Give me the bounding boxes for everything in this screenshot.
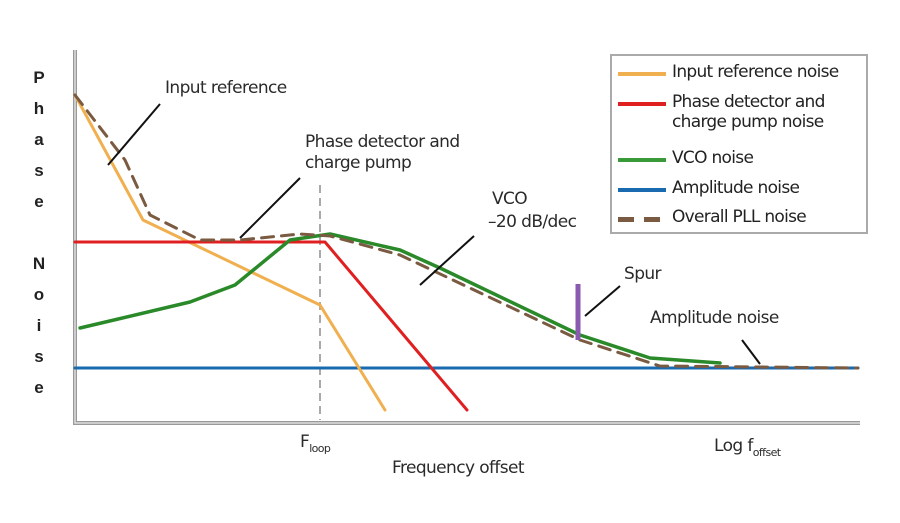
y-axis-letter: P [33, 68, 45, 87]
legend-swatch [618, 158, 666, 162]
annotation-input-reference: Input reference [165, 78, 287, 98]
y-axis-letter: a [34, 130, 44, 149]
legend-item-overall: Overall PLL noise [618, 207, 807, 227]
leader-vco [419, 235, 475, 286]
y-axis-letter: s [34, 347, 44, 366]
legend-label: Phase detector and charge pump noise [672, 92, 825, 132]
y-axis-letter: i [36, 316, 42, 335]
leader-spur [584, 285, 621, 317]
y-axis-letter: s [34, 161, 44, 180]
annotation-vco-line2: –20 dB/dec [488, 212, 577, 232]
legend-item-phase-detector: Phase detector and charge pump noise [618, 92, 825, 132]
annotation-vco-line1: VCO [492, 189, 528, 209]
x-axis-label: Frequency offset [392, 458, 525, 478]
legend-item-amplitude: Amplitude noise [618, 178, 800, 198]
y-axis-letter: e [34, 378, 44, 397]
legend-label: VCO noise [672, 148, 754, 168]
leader-phase-detector [239, 177, 301, 239]
legend-label: Input reference noise [672, 62, 839, 82]
y-axis-letter: o [33, 285, 45, 304]
series-vco [78, 232, 722, 365]
y-axis-letter: h [33, 99, 45, 118]
legend-item-input-reference: Input reference noise [618, 62, 839, 82]
annotation-spur: Spur [624, 264, 662, 284]
legend-swatch [618, 102, 666, 106]
legend: Input reference noise Phase detector and… [610, 54, 868, 234]
series-input-reference [73, 93, 387, 412]
legend-label: Amplitude noise [672, 178, 800, 198]
annotation-amplitude-noise: Amplitude noise [650, 308, 779, 328]
series-phase-detector [73, 240, 469, 412]
legend-swatch [618, 188, 666, 192]
leader-amplitude [741, 339, 761, 365]
annotation-phase-detector-line2: charge pump [305, 153, 412, 173]
y-axis-letter: e [34, 192, 44, 211]
legend-swatch [618, 72, 666, 76]
axes-inner [74, 50, 860, 424]
legend-label: Overall PLL noise [672, 207, 807, 227]
legend-item-vco: VCO noise [618, 148, 754, 168]
leader-input-reference [107, 103, 161, 166]
legend-swatch [618, 217, 666, 222]
annotation-phase-detector-line1: Phase detector and [305, 132, 460, 152]
series-overall-pll [73, 93, 860, 370]
floop-label: Floop [300, 432, 331, 455]
y-axis-letter: N [32, 254, 46, 273]
log-foffset-label: Log foffset [714, 436, 781, 459]
